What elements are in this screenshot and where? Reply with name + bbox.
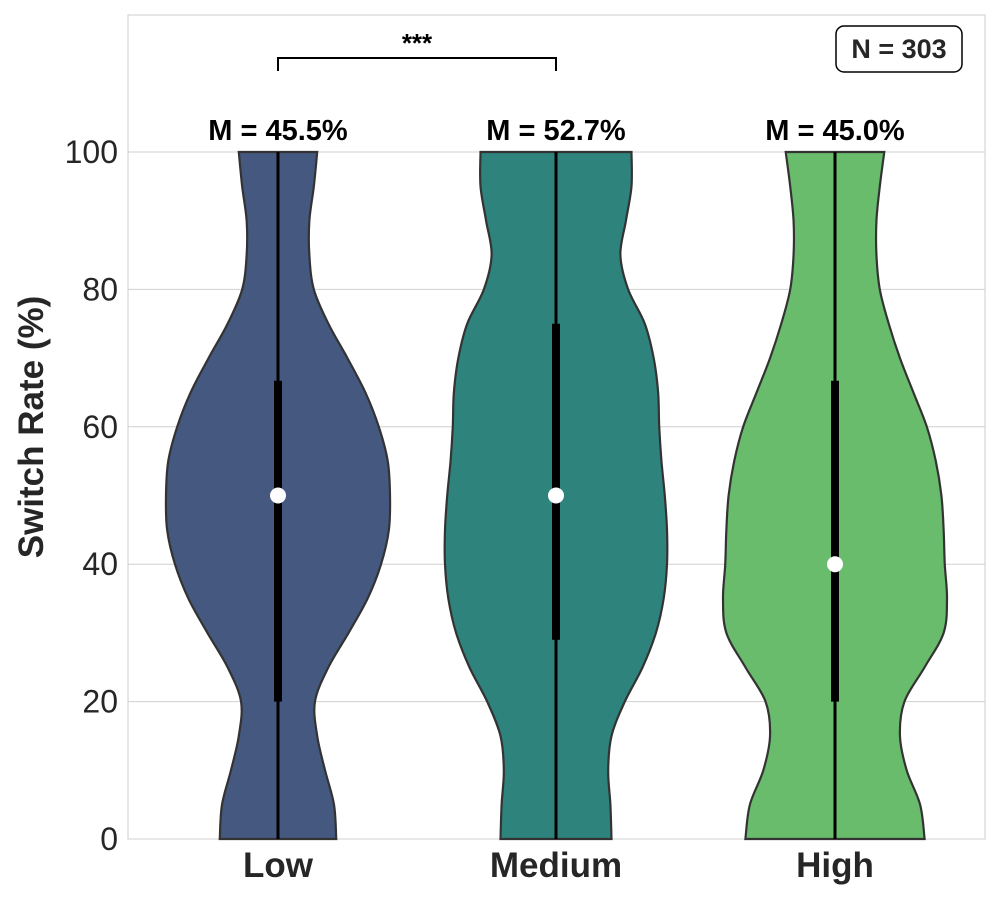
x-tick-label-medium: Medium — [490, 846, 622, 885]
y-tick-label: 100 — [65, 134, 118, 170]
box-markers — [270, 152, 843, 839]
median-point-medium — [548, 487, 564, 504]
iqr-box-medium — [552, 323, 560, 640]
n-annotation: N = 303 — [851, 34, 946, 64]
iqr-box-low — [274, 380, 282, 702]
y-tick-label: 80 — [82, 271, 118, 307]
n-badge — [835, 25, 963, 73]
mean-label-low: M = 45.5% — [208, 115, 348, 147]
annotations: N = 303 *** — [277, 25, 963, 73]
y-tick-label: 0 — [100, 821, 118, 857]
x-tick-label-high: High — [796, 846, 874, 885]
y-axis-label: Switch Rate (%) — [12, 296, 51, 559]
x-tick-label-low: Low — [243, 846, 314, 885]
significance-label: *** — [402, 28, 433, 58]
median-point-high — [827, 556, 843, 573]
chart-labels: Switch Rate (%) 0 20 40 60 80 100 M = 45.5% Low… — [12, 115, 905, 885]
mean-label-medium: M = 52.7% — [486, 115, 626, 147]
significance-bracket — [277, 57, 557, 71]
iqr-box-high — [831, 380, 839, 702]
y-tick-label: 20 — [82, 684, 118, 720]
y-tick-label: 40 — [82, 546, 118, 582]
median-point-low — [270, 487, 286, 504]
y-tick-label: 60 — [82, 409, 118, 445]
mean-label-high: M = 45.0% — [765, 115, 905, 147]
